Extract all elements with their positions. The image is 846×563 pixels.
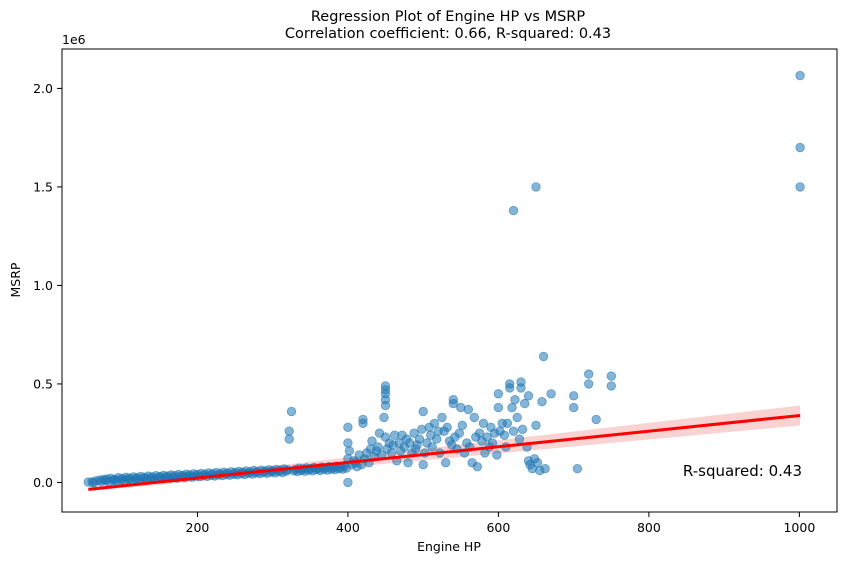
data-point	[531, 420, 541, 431]
data-point	[427, 442, 437, 452]
data-point	[538, 351, 549, 362]
data-point	[442, 422, 452, 433]
data-point	[606, 371, 617, 381]
data-point	[572, 464, 583, 474]
data-point	[343, 438, 353, 448]
data-point	[532, 458, 543, 468]
data-point	[380, 381, 391, 391]
x-tick-label: 600	[486, 520, 510, 535]
data-point	[409, 428, 419, 438]
data-point	[499, 430, 510, 440]
data-point	[482, 432, 492, 442]
x-tick-label: 1000	[783, 520, 815, 535]
data-point	[478, 418, 489, 429]
data-point	[343, 477, 353, 488]
y-scale-label: 1e6	[62, 32, 86, 47]
data-point	[492, 450, 502, 460]
regression-line	[88, 413, 801, 491]
data-point	[591, 414, 601, 425]
data-point	[584, 369, 594, 379]
data-point	[379, 412, 389, 423]
data-point	[517, 424, 528, 435]
plot-frame	[61, 48, 838, 513]
y-tick-label: 1.5	[33, 179, 53, 194]
data-point	[512, 412, 522, 423]
data-point	[457, 420, 468, 431]
data-point	[531, 182, 541, 192]
data-point	[441, 458, 451, 468]
y-axis-ticks: 0.0 0.5 1.0 1.5 2.0	[33, 81, 62, 490]
y-tick-label: 0.0	[33, 475, 53, 490]
data-point	[523, 391, 534, 401]
data-point	[606, 381, 617, 391]
data-point	[469, 412, 480, 423]
data-point	[569, 391, 579, 401]
data-point	[429, 418, 440, 429]
data-point	[540, 464, 550, 474]
data-point	[493, 402, 504, 413]
y-tick-label: 2.0	[33, 81, 53, 96]
data-point	[286, 406, 297, 417]
data-point	[367, 436, 377, 446]
data-point	[386, 448, 397, 458]
x-tick-label: 200	[186, 520, 210, 535]
data-point	[795, 70, 805, 81]
data-point	[284, 434, 294, 444]
data-point	[584, 379, 594, 389]
data-point	[454, 428, 465, 438]
data-point	[510, 395, 520, 405]
data-point	[508, 426, 519, 436]
data-point	[472, 462, 483, 472]
data-point	[358, 414, 368, 425]
chart-subtitle: Correlation coefficient: 0.66, R-squared…	[285, 26, 611, 42]
data-point	[514, 434, 525, 444]
data-point	[516, 377, 526, 387]
data-point	[508, 205, 519, 216]
data-point	[418, 406, 428, 417]
data-point	[507, 402, 517, 413]
y-tick-label: 0.5	[33, 376, 53, 391]
data-point	[344, 446, 355, 456]
data-point	[448, 395, 459, 405]
y-axis-label: MSRP	[8, 262, 23, 297]
data-point	[414, 434, 425, 444]
x-tick-label: 400	[336, 520, 360, 535]
data-point	[418, 460, 428, 470]
data-point	[795, 182, 805, 192]
data-point	[343, 422, 353, 433]
x-axis-label: Engine HP	[417, 539, 481, 554]
data-point	[437, 412, 447, 423]
data-point	[493, 389, 504, 399]
r-squared-annotation: R-squared: 0.43	[683, 462, 802, 480]
data-point	[403, 458, 413, 468]
regression-line-layer	[88, 413, 801, 491]
chart-title: Regression Plot of Engine HP vs MSRP	[311, 9, 586, 25]
data-point	[546, 389, 556, 399]
data-point	[502, 418, 513, 429]
data-point	[432, 434, 442, 444]
x-axis-ticks: 200 400 600 800 1000	[186, 512, 815, 535]
data-point	[520, 398, 530, 409]
data-point	[505, 379, 515, 389]
y-tick-label: 1.0	[33, 278, 53, 293]
data-point	[537, 397, 547, 407]
data-point	[569, 402, 579, 413]
x-tick-label: 800	[637, 520, 661, 535]
data-point	[284, 426, 294, 436]
data-point	[795, 142, 805, 153]
data-point	[463, 404, 474, 415]
data-point	[373, 442, 383, 452]
